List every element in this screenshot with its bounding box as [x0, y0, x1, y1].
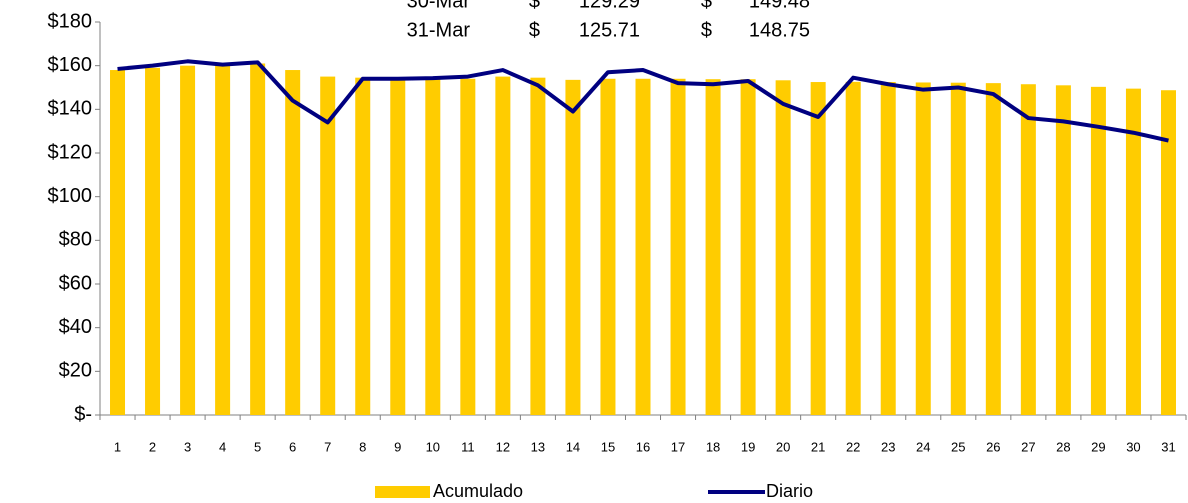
- x-tick-label: 4: [219, 439, 226, 454]
- x-tick-label: 28: [1056, 439, 1070, 454]
- bar: [845, 81, 861, 415]
- bar: [1055, 85, 1071, 416]
- bar: [1090, 86, 1106, 415]
- x-tick-label: 29: [1091, 439, 1105, 454]
- x-tick-label: 14: [566, 439, 580, 454]
- y-tick-label: $60: [59, 272, 92, 294]
- x-tick-label: 26: [986, 439, 1000, 454]
- x-tick-label: 22: [846, 439, 860, 454]
- table-cell: $: [529, 19, 540, 41]
- x-tick-label: 21: [811, 439, 825, 454]
- bar: [180, 65, 196, 416]
- y-tick-label: $120: [48, 141, 93, 163]
- x-tick-label: 7: [324, 439, 331, 454]
- bar: [285, 70, 301, 416]
- table-cell: 149.48: [749, 0, 810, 12]
- table-cell: 31-Mar: [407, 19, 471, 41]
- x-tick-label: 11: [461, 439, 475, 454]
- y-tick-label: $-: [74, 403, 92, 425]
- y-tick-label: $20: [59, 360, 92, 382]
- table-cell: $: [701, 19, 712, 41]
- x-tick-label: 1: [114, 439, 121, 454]
- y-tick-label: $40: [59, 316, 92, 338]
- bar: [600, 78, 616, 416]
- bar: [670, 78, 686, 416]
- bar: [215, 65, 231, 416]
- y-tick-label: $140: [48, 98, 93, 120]
- x-tick-label: 2: [149, 439, 156, 454]
- bar: [775, 80, 791, 416]
- table-cell: 125.71: [579, 19, 640, 41]
- x-tick-label: 31: [1161, 439, 1175, 454]
- bar: [810, 82, 826, 416]
- bar: [320, 76, 336, 415]
- line: [117, 59, 1169, 143]
- bar: [880, 82, 896, 416]
- x-tick-label: 30: [1126, 439, 1140, 454]
- x-tick-label: 25: [951, 439, 965, 454]
- bar: [250, 63, 266, 415]
- y-tick-label: $100: [48, 185, 93, 207]
- x-tick-label: 27: [1021, 439, 1035, 454]
- bar: [915, 82, 931, 415]
- bar: [985, 83, 1001, 415]
- bar: [565, 79, 581, 415]
- bar: [460, 78, 476, 416]
- x-tick-label: 9: [394, 439, 401, 454]
- table-cell: 30-Mar: [407, 0, 471, 12]
- x-tick-label: 6: [289, 439, 296, 454]
- table-cell: $: [529, 0, 540, 12]
- bar: [1125, 88, 1141, 416]
- bar: [355, 77, 371, 416]
- x-tick-label: 20: [776, 439, 790, 454]
- bar: [425, 78, 441, 416]
- bar: [705, 79, 721, 415]
- bar: [950, 82, 966, 416]
- legend-label: Diario: [766, 481, 813, 501]
- legend-swatch: [375, 486, 430, 498]
- x-tick-label: 3: [184, 439, 191, 454]
- legend-label: Acumulado: [433, 481, 523, 501]
- x-tick-label: 16: [636, 439, 650, 454]
- bar: [1160, 90, 1176, 416]
- bar: [1020, 84, 1036, 415]
- x-tick-label: 10: [426, 439, 440, 454]
- x-tick-label: 13: [531, 439, 545, 454]
- table-cell: $: [701, 0, 712, 12]
- x-tick-label: 19: [741, 439, 755, 454]
- y-tick-label: $180: [48, 10, 93, 32]
- x-tick-label: 18: [706, 439, 720, 454]
- table-cell: 129.29: [579, 0, 640, 12]
- y-tick-label: $160: [48, 54, 93, 76]
- bar: [145, 67, 161, 415]
- bar: [495, 76, 511, 415]
- x-tick-label: 12: [496, 439, 510, 454]
- x-tick-label: 8: [359, 439, 366, 454]
- y-tick-label: $80: [59, 229, 92, 251]
- bar: [740, 79, 756, 415]
- x-tick-label: 5: [254, 439, 261, 454]
- bar: [110, 70, 126, 416]
- bar: [390, 78, 406, 416]
- x-tick-label: 23: [881, 439, 895, 454]
- x-tick-label: 17: [671, 439, 685, 454]
- x-tick-label: 24: [916, 439, 930, 454]
- table-cell: 148.75: [749, 19, 810, 41]
- x-tick-label: 15: [601, 439, 615, 454]
- bar: [530, 77, 546, 416]
- bar: [635, 78, 651, 416]
